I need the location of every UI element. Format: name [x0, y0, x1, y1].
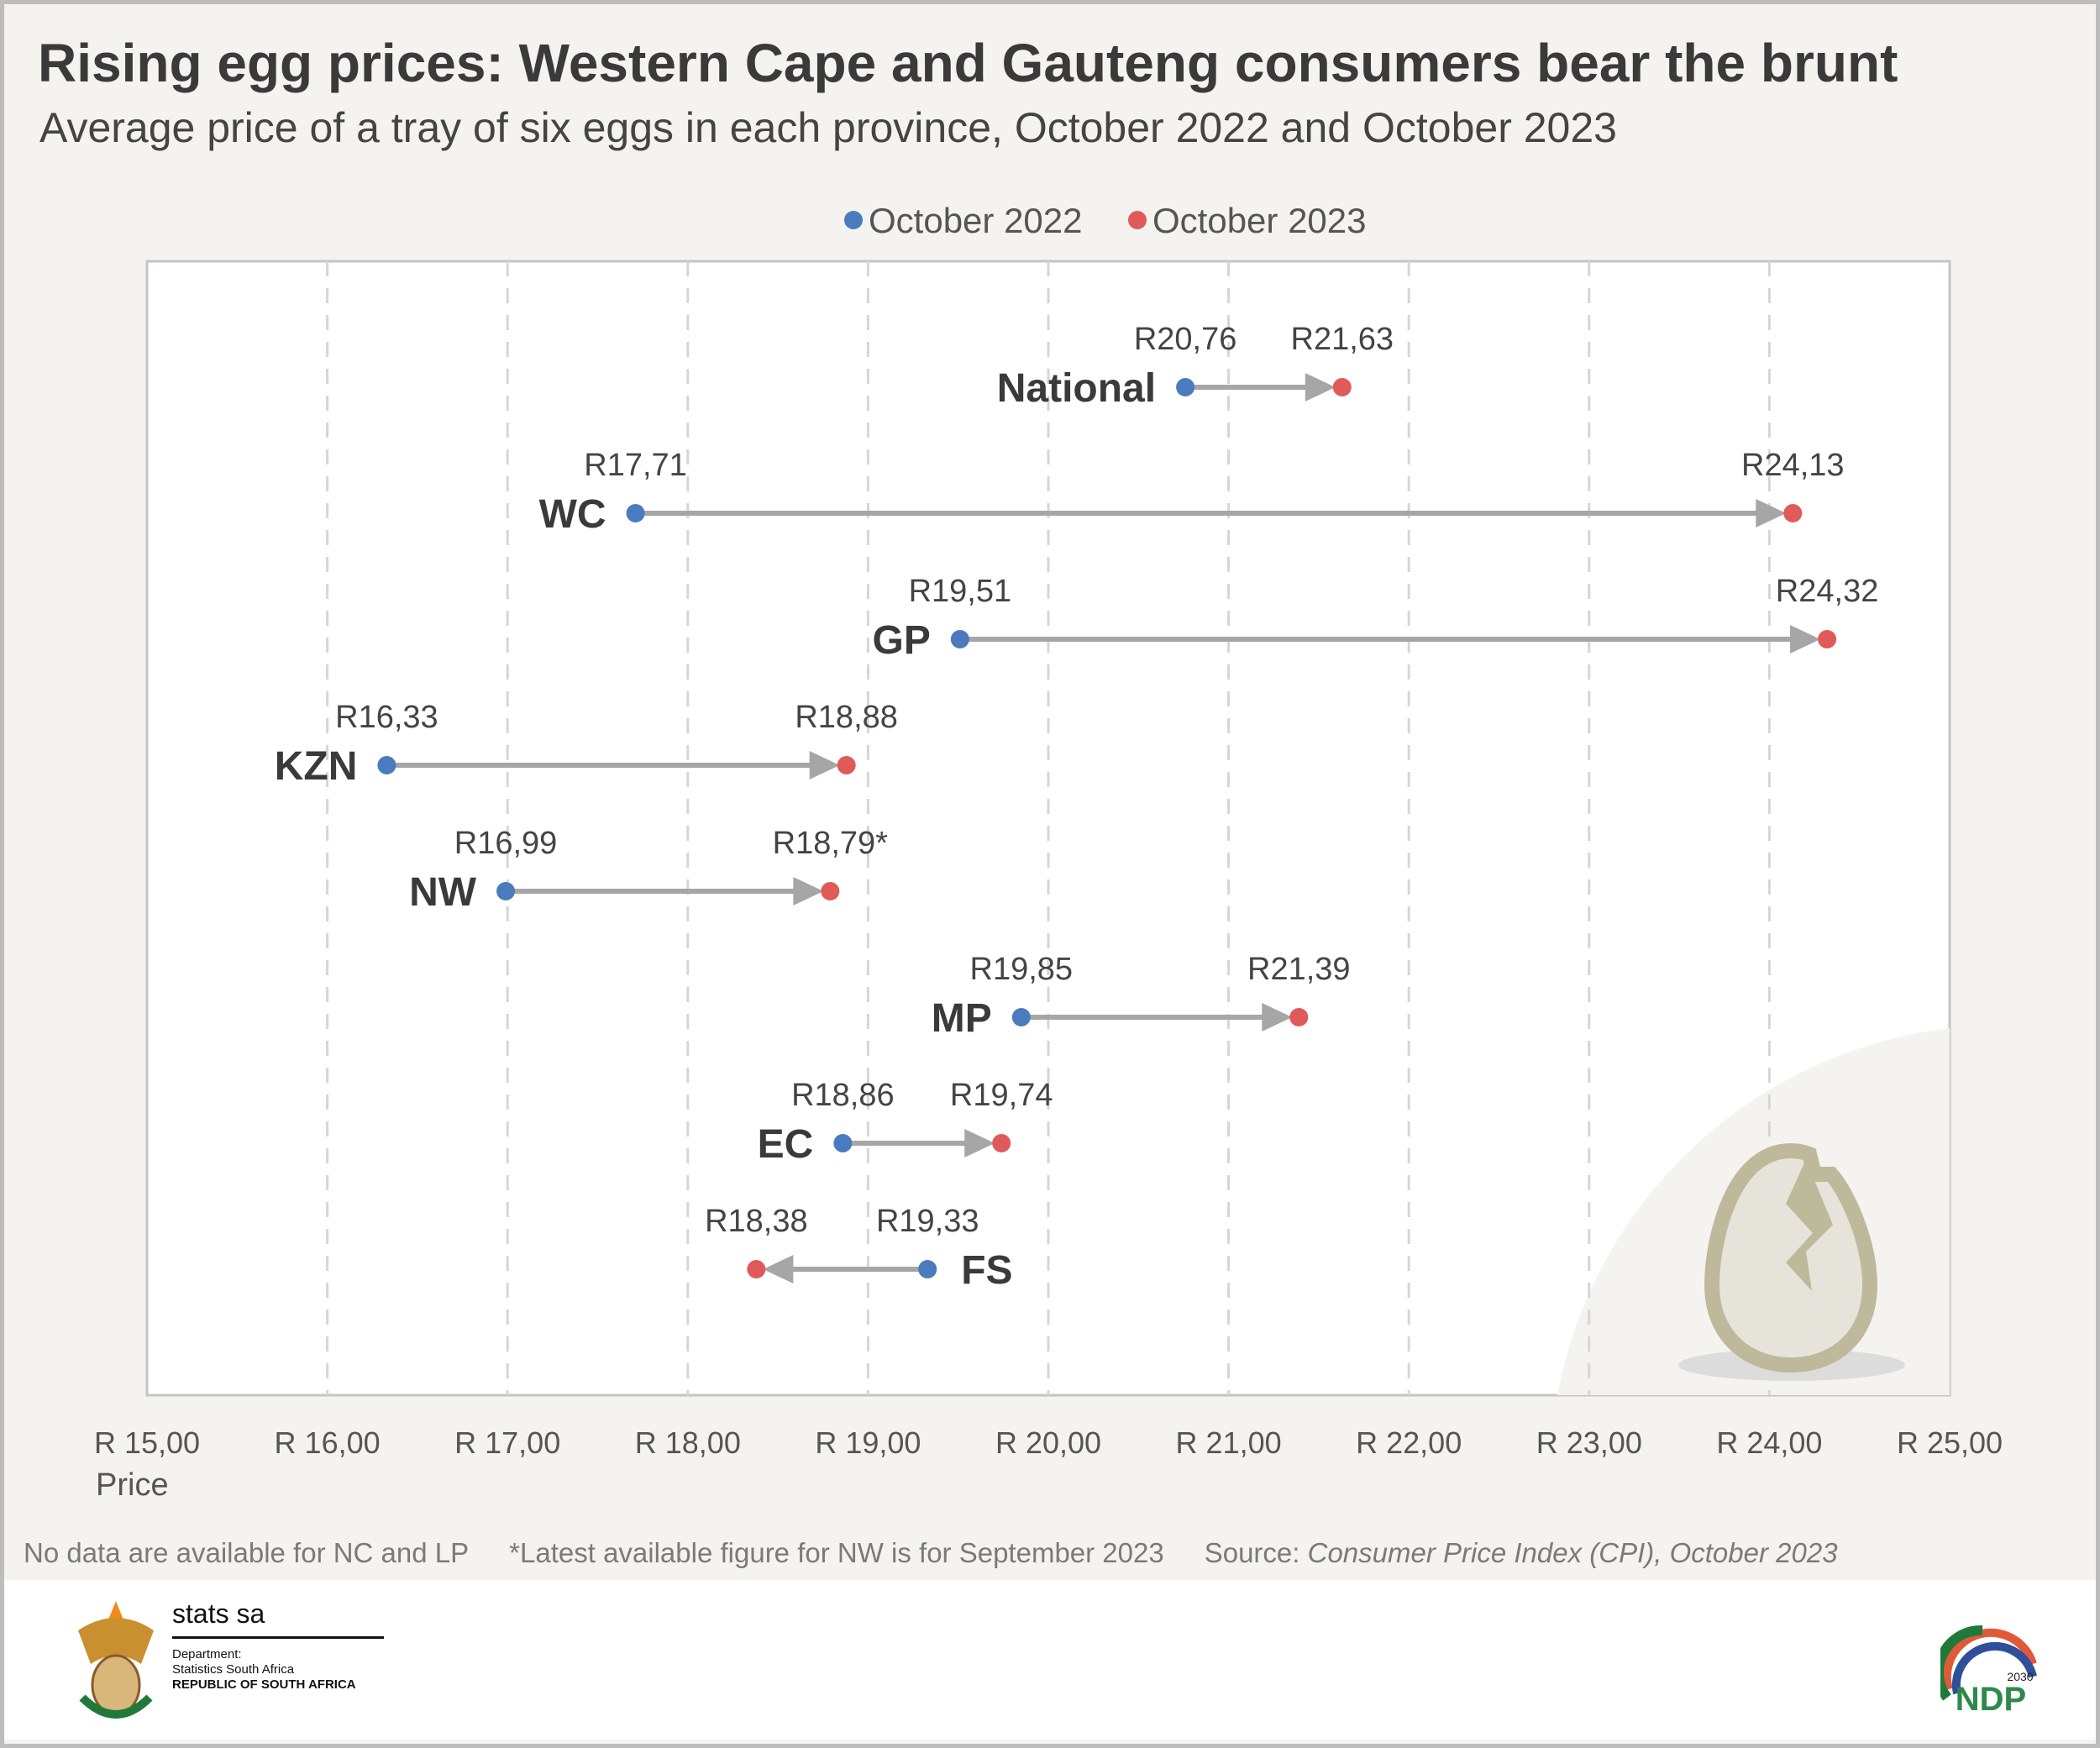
arrow-head	[1305, 373, 1336, 402]
x-tick-label: R 24,00	[1716, 1425, 1822, 1460]
legend-label-2023: October 2023	[1152, 201, 1367, 240]
arrow-head	[1790, 625, 1821, 654]
arrow-head	[763, 1255, 794, 1283]
arrow-head	[793, 877, 824, 905]
province-label: WC	[539, 492, 606, 537]
dept-line1: Department:	[172, 1647, 242, 1661]
source-label: Source:	[1204, 1537, 1308, 1568]
dept-line2: Statistics South Africa	[172, 1662, 295, 1677]
ndp-2030-logo: 2030 NDP	[1940, 1625, 2037, 1714]
x-tick-label: R 17,00	[454, 1425, 560, 1460]
province-label: MP	[932, 996, 992, 1041]
value-label-2022: R16,99	[454, 826, 558, 861]
value-label-2022: R16,33	[335, 700, 438, 735]
province-label: NW	[409, 870, 477, 915]
x-tick-label: R 21,00	[1176, 1425, 1282, 1460]
dot-2022	[1176, 378, 1195, 396]
dot-2022	[626, 504, 645, 522]
x-tick-label: R 18,00	[635, 1425, 741, 1460]
x-tick-label: R 15,00	[94, 1425, 200, 1460]
value-label-2023: R21,39	[1247, 952, 1351, 987]
brand-divider	[172, 1636, 384, 1639]
arrow-head	[809, 751, 840, 780]
dot-2023	[1289, 1008, 1309, 1026]
x-tick-label: R 20,00	[995, 1425, 1101, 1460]
x-axis-label: Price	[96, 1467, 169, 1503]
ndp-text: NDP	[1956, 1681, 2026, 1714]
value-label-2022: R17,71	[584, 448, 687, 483]
province-label: National	[997, 366, 1156, 411]
dot-2022	[833, 1134, 853, 1152]
dot-2022	[1011, 1008, 1031, 1026]
note-source: Source: Consumer Price Index (CPI), Octo…	[1205, 1537, 1838, 1569]
dumbbell-chart: R 15,00 R 16,00 R 17,00 R 18,00 R 19,00 R 20,…	[94, 201, 2003, 1503]
legend-marker-2023	[1128, 211, 1147, 229]
dot-2023	[837, 756, 856, 774]
dot-2023	[1783, 504, 1803, 522]
legend-label-2022: October 2022	[869, 201, 1083, 240]
dot-2022	[496, 882, 516, 900]
dot-2022	[950, 630, 969, 648]
arrow-head	[964, 1129, 995, 1157]
source-text: Consumer Price Index (CPI), October 2023	[1307, 1537, 1838, 1568]
egg-crack	[1786, 1159, 1833, 1291]
value-label-2022: R18,86	[791, 1078, 895, 1113]
value-label-2023: R18,79*	[773, 826, 889, 861]
province-label: FS	[961, 1248, 1012, 1293]
dot-2022	[918, 1260, 937, 1278]
dot-2023	[992, 1134, 1011, 1152]
dot-2023	[821, 882, 840, 900]
footer: stats sa Department: Statistics South Af…	[4, 1580, 2096, 1740]
value-label-2022: R20,76	[1134, 322, 1237, 357]
dot-2023	[1332, 378, 1352, 396]
legend-marker-2022	[844, 211, 863, 229]
arrow-head	[1756, 499, 1787, 528]
note-nw: *Latest available figure for NW is for S…	[509, 1537, 1164, 1568]
value-label-2023: R18,38	[705, 1204, 808, 1239]
value-label-2023: R18,88	[795, 700, 898, 735]
value-label-2022: R19,33	[876, 1204, 979, 1239]
chart-subtitle: Average price of a tray of six eggs in e…	[39, 104, 1617, 151]
dot-2022	[377, 756, 396, 774]
value-label-2023: R24,13	[1741, 448, 1845, 483]
ndp-year: 2030	[2007, 1670, 2033, 1683]
province-label: GP	[872, 618, 930, 663]
value-label-2022: R19,85	[970, 952, 1074, 987]
note-no-data: No data are available for NC and LP	[24, 1537, 470, 1568]
coat-of-arms-logo	[78, 1601, 154, 1719]
dot-2023	[1818, 630, 1837, 648]
value-label-2023: R19,74	[950, 1078, 1053, 1113]
chart-title: Rising egg prices: Western Cape and Gaut…	[38, 33, 1898, 93]
province-label: EC	[758, 1122, 814, 1167]
x-tick-label: R 25,00	[1897, 1425, 2003, 1460]
dot-2023	[747, 1260, 766, 1278]
x-tick-label: R 16,00	[275, 1425, 381, 1460]
arrow-head	[1262, 1003, 1293, 1031]
province-label: KZN	[275, 744, 358, 789]
dept-line3: REPUBLIC OF SOUTH AFRICA	[172, 1677, 356, 1692]
value-label-2023: R21,63	[1291, 322, 1394, 357]
footnotes: No data are available for NC and LP *Lat…	[24, 1537, 1838, 1569]
x-tick-label: R 23,00	[1536, 1425, 1642, 1460]
x-tick-label: R 19,00	[815, 1425, 921, 1460]
value-label-2023: R24,32	[1776, 574, 1879, 609]
x-tick-label: R 22,00	[1356, 1425, 1462, 1460]
value-label-2022: R19,51	[909, 574, 1012, 609]
stats-sa-brand: stats sa	[172, 1598, 265, 1629]
